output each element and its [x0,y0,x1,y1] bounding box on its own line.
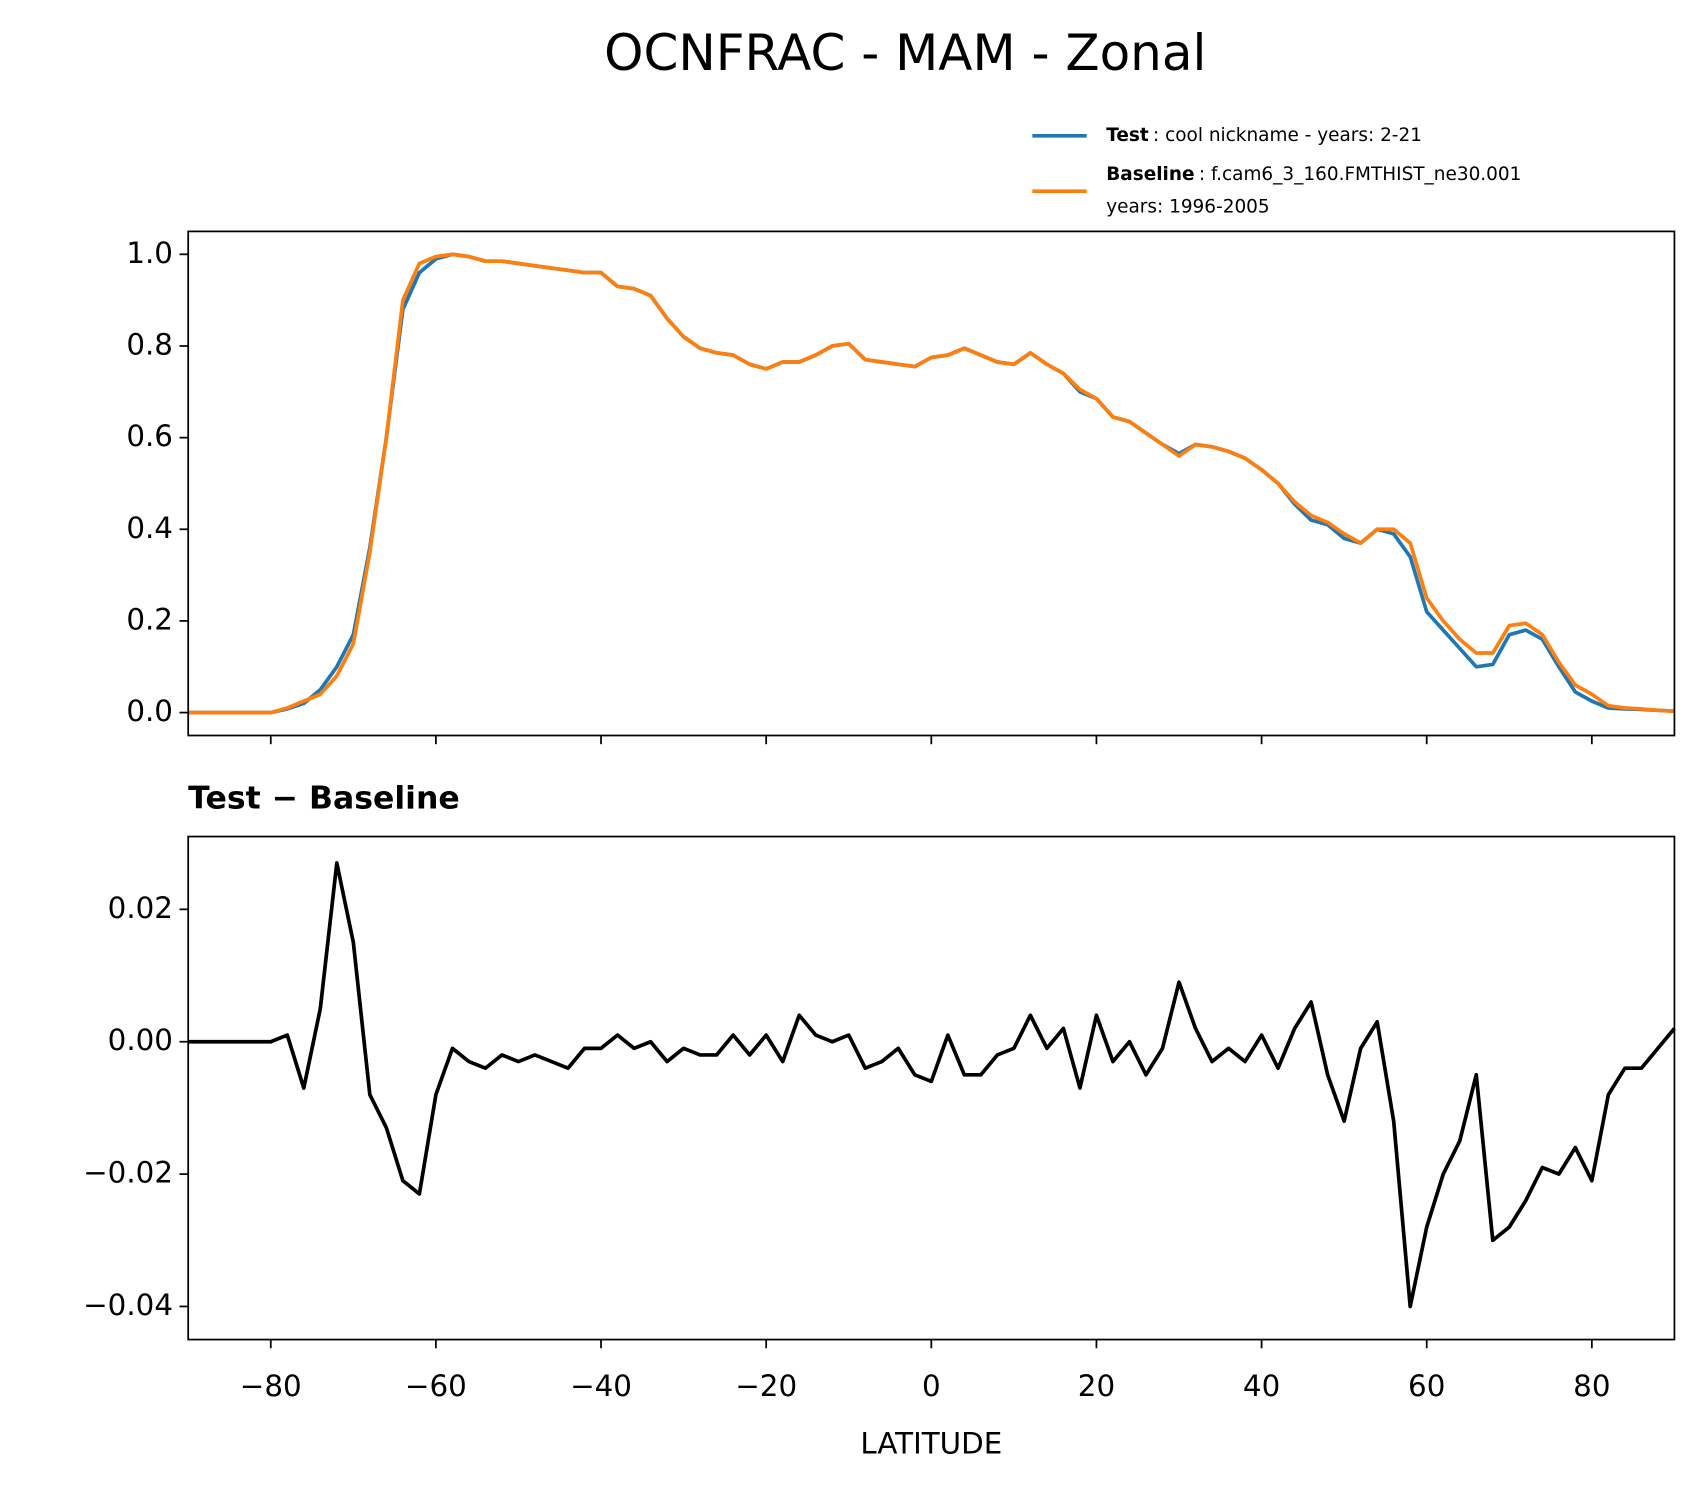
y-tick-label: 0.0 [126,694,173,728]
x-tick-label: 60 [1408,1369,1445,1403]
data-line [188,252,1675,715]
data-line [188,861,1676,1309]
y-tick-label: 0.8 [126,327,173,361]
legend-label: Test [1106,125,1149,146]
x-tick-label: −20 [735,1369,797,1403]
y-tick-label: −0.02 [83,1156,173,1190]
plot-frame [187,835,1676,1341]
x-tick-label: 80 [1573,1369,1610,1403]
x-tick-label: 40 [1243,1369,1280,1403]
plot-frame [187,230,1676,737]
legend-description: : f.cam6_3_160.FMTHIST_ne30.001 [1199,164,1522,185]
legend-label: Baseline [1106,164,1194,185]
x-tick-label: −40 [570,1369,632,1403]
y-tick-label: 0.00 [108,1023,173,1057]
x-tick-label: −60 [405,1369,467,1403]
x-tick-label: 0 [922,1369,941,1403]
x-tick-label: 20 [1078,1369,1115,1403]
legend-description: years: 1996-2005 [1106,197,1269,218]
figure-title: OCNFRAC - MAM - Zonal [604,24,1206,82]
x-tick-label: −80 [240,1369,302,1403]
y-tick-label: −0.04 [83,1288,173,1322]
y-tick-label: 0.02 [108,891,173,925]
y-tick-label: 0.6 [126,419,173,453]
y-tick-label: 0.2 [126,602,173,636]
x-axis-label: LATITUDE [860,1426,1002,1460]
data-line [188,252,1675,715]
legend-description: : cool nickname - years: 2-21 [1153,125,1422,146]
y-tick-label: 0.4 [126,511,173,545]
subplot-title: Test − Baseline [188,781,460,817]
y-tick-label: 1.0 [126,236,173,270]
